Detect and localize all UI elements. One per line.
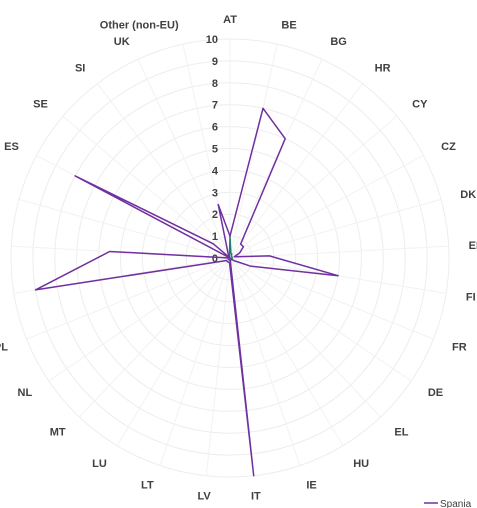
category-label: CY [412,98,428,110]
grid-spoke [79,257,231,418]
category-label: DE [428,387,443,399]
series-line [34,107,339,477]
category-label: FR [452,341,467,353]
legend-label-spania: Spania [440,499,472,508]
grid-spoke [229,257,434,340]
category-label: SE [33,98,48,110]
grid-spoke [229,198,442,259]
tick-label: 2 [212,209,218,221]
category-label: NL [18,387,33,399]
tick-label: 8 [212,78,218,90]
category-label: LU [92,458,107,470]
tick-label: 10 [206,34,218,46]
category-label: UK [114,36,130,48]
grid-spoke [205,257,231,476]
category-label: ES [4,141,19,153]
category-label: BE [281,20,296,32]
grid-spoke [229,257,412,382]
category-label: DK [460,189,476,201]
grid-spoke [137,59,231,259]
grid-spoke [229,83,363,259]
grid-spoke [229,44,278,259]
category-label: IE [306,479,316,491]
category-label: MT [50,427,66,439]
grid-spoke [229,154,424,259]
grid-spoke [159,257,231,466]
grid-spoke [229,115,398,259]
tick-label: 7 [212,100,218,112]
category-label: HR [375,63,391,75]
grid-spoke [229,257,344,446]
tick-label: 5 [212,144,218,156]
tick-label: 9 [212,56,218,68]
grid-spoke [116,257,231,446]
grid-spoke [18,198,231,259]
legend: Spania [424,499,472,508]
category-label: LT [141,479,154,491]
grid-spoke [97,83,231,259]
data-series [34,107,339,477]
grid-spoke [26,257,231,340]
category-label: CZ [441,141,456,153]
category-label: HU [353,458,369,470]
category-label: Other (non-EU) [100,20,179,32]
category-label: AT [223,14,237,26]
category-label: EL [394,427,408,439]
category-label: LV [198,491,212,503]
category-labels: AT BE BG HR CY CZ DK EE FI FR DE EL HU IE IT LV LT LU MT NL… [0,14,477,503]
grid-spoke [229,257,301,466]
category-label: BG [330,36,347,48]
category-label: PL [0,341,8,353]
grid-spoke [229,257,381,418]
category-label: SI [75,63,85,75]
tick-label: 1 [212,231,218,243]
tick-label: 3 [212,187,218,199]
tick-label: 0 [212,253,218,265]
radial-axis-ticks: 0 1 2 3 4 5 6 7 8 9 10 [206,34,219,265]
grid-spoke [62,115,231,259]
grid-spoke [48,257,231,382]
tick-label: 6 [212,122,218,134]
category-label: EE [469,240,477,252]
category-label: IT [251,491,261,503]
tick-label: 4 [212,165,219,177]
category-label: FI [466,292,476,304]
